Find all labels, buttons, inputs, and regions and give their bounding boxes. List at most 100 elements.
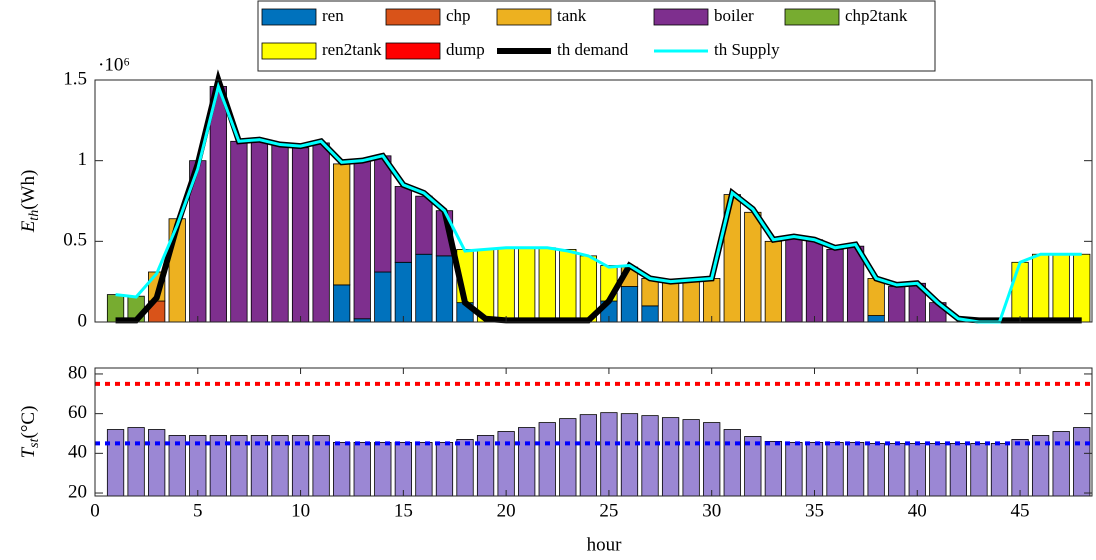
bar [867,315,885,323]
bar [867,278,885,316]
bar [785,237,803,323]
bar [744,211,762,323]
y-tick-label: 20 [68,481,87,502]
bar [682,279,700,323]
bar [867,443,885,497]
bar [250,139,269,323]
bar [559,418,577,497]
axes-box [94,79,1093,323]
bar [374,155,392,273]
bar [312,142,330,323]
legend-label: chp2tank [845,6,908,25]
y-label-main: E [18,220,39,233]
bar [456,439,474,497]
x-tick-label: 0 [90,500,100,521]
bar [785,442,803,497]
bar [641,278,659,307]
bar [333,442,351,497]
bar [353,442,371,497]
y-tick-label: 40 [68,442,87,463]
bar [703,422,721,497]
x-tick-label: 25 [599,500,618,521]
bar [497,431,515,497]
legend-swatch [261,8,317,26]
bar [682,419,700,497]
bar [805,239,824,323]
bar [600,412,618,497]
legend-label: dump [446,40,485,59]
y-axis-label: Eth(Wh) [18,170,42,234]
bar [1052,253,1070,323]
axes-box [94,367,1093,497]
bar [209,86,227,323]
y-tick-label: 80 [68,362,87,383]
y-axis-label: Tst(°C) [18,406,42,459]
legend-label: chp [446,6,471,25]
y-label-rest: (°C) [18,406,39,439]
bar [661,417,680,497]
bar [415,442,433,497]
bar [271,144,289,323]
x-axis-label: hour [587,534,623,555]
bar [764,240,782,323]
bar [888,286,906,323]
bar [1011,261,1029,323]
bar [888,443,906,497]
x-tick-label: 40 [908,500,927,521]
bar [661,281,680,323]
x-tick-label: 5 [193,500,203,521]
x-tick-label: 30 [702,500,721,521]
legend-swatch [784,8,840,26]
bar [764,441,782,497]
bar [703,278,721,323]
bar [620,286,639,323]
bar [826,248,844,323]
bar [1073,427,1091,497]
x-tick-label: 20 [497,500,516,521]
bar [497,247,515,323]
y-label-sub: th [27,210,42,221]
bar [148,429,166,497]
bar [579,414,597,497]
bar [538,247,556,323]
legend-swatch [385,42,441,60]
bar [353,160,371,320]
bar [908,443,926,497]
bar [641,305,659,323]
x-tick-label: 15 [394,500,413,521]
bar [538,422,556,497]
bar [333,163,351,286]
legend-label: boiler [714,6,754,25]
bar [518,247,536,323]
bar [620,413,639,497]
bar [106,429,125,497]
y-tick-label: 0.5 [63,230,87,251]
bar [415,253,433,323]
bar [1073,253,1091,323]
bar [970,443,988,497]
legend-label: ren2tank [322,40,382,59]
bar [230,140,248,323]
bar [415,195,433,255]
y-tick-label: 0 [78,310,88,331]
legend-swatch [261,42,317,60]
bar [559,248,577,323]
x-tick-label: 45 [1011,500,1030,521]
bar [949,443,968,497]
x-tick-label: 10 [291,500,310,521]
bar [929,443,947,497]
legend-swatch [496,8,552,26]
bar [641,415,659,497]
bar [435,442,454,497]
bar [826,442,844,497]
bar [394,186,412,263]
y-exponent: ·10⁶ [98,54,130,75]
bar [333,284,351,323]
line [115,81,1082,324]
bar [518,427,536,497]
y-label-rest: (Wh) [18,170,39,210]
legend-swatch [385,8,441,26]
bar [723,429,741,497]
bar [127,427,145,497]
